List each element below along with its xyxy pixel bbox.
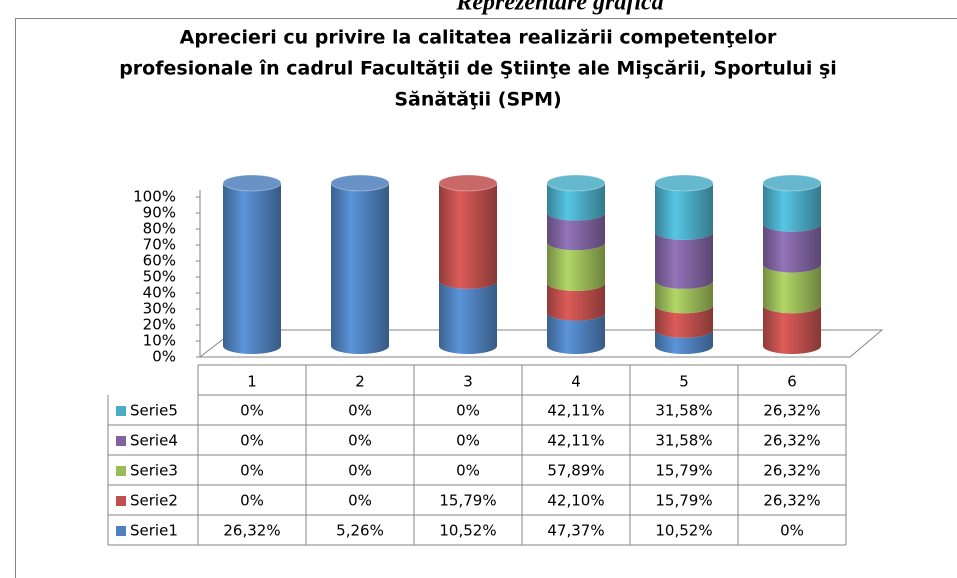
cylinder-top xyxy=(438,174,498,192)
table-value: 31,58% xyxy=(655,402,712,420)
x-tick-label: 6 xyxy=(787,373,797,391)
cylinder-top xyxy=(222,174,282,192)
table-value: 31,58% xyxy=(655,432,712,450)
x-tick-label: 1 xyxy=(247,373,257,391)
legend-swatch xyxy=(116,406,126,416)
table-value: 0% xyxy=(240,402,264,420)
cylinder-top xyxy=(762,174,822,192)
cylinder-top xyxy=(330,174,390,192)
y-tick-label: 20% xyxy=(143,316,176,334)
cylinder-segment xyxy=(547,212,605,251)
table-value: 0% xyxy=(348,402,372,420)
table-value: 15,79% xyxy=(655,462,712,480)
cylinder-top xyxy=(654,174,714,192)
page-caption: Reprezentare grafică xyxy=(455,0,663,16)
cylinder-segment xyxy=(763,305,821,354)
cylinder-segment xyxy=(547,183,605,221)
cylinder-top xyxy=(546,174,606,192)
table-value: 0% xyxy=(240,492,264,510)
y-tick-label: 70% xyxy=(143,236,176,254)
table-value: 26,32% xyxy=(763,432,820,450)
legend-swatch xyxy=(116,436,126,446)
table-value: 26,32% xyxy=(763,462,820,480)
cylinder-segment xyxy=(763,183,821,232)
cylinder-segment xyxy=(331,183,389,354)
legend-label: Serie1 xyxy=(130,522,178,540)
legend-label: Serie5 xyxy=(130,402,178,420)
y-tick-label: 100% xyxy=(133,188,176,206)
cylinder-segment xyxy=(655,280,713,314)
table-value: 42,11% xyxy=(547,432,604,450)
y-tick-label: 90% xyxy=(143,204,176,222)
legend-label: Serie3 xyxy=(130,462,178,480)
legend-swatch xyxy=(116,466,126,476)
table-value: 0% xyxy=(348,492,372,510)
legend-swatch xyxy=(116,496,126,506)
cylinder-segment xyxy=(439,280,497,354)
chart-title: Sănătăţii (SPM) xyxy=(394,89,561,111)
y-tick-label: 30% xyxy=(143,300,176,318)
x-tick-label: 5 xyxy=(679,373,689,391)
y-tick-label: 0% xyxy=(152,348,176,366)
cylinder-segment xyxy=(655,231,713,289)
cylinder-segment xyxy=(439,183,497,289)
table-value: 0% xyxy=(456,402,480,420)
table-value: 26,32% xyxy=(763,492,820,510)
cylinder-segment xyxy=(547,312,605,354)
table-value: 0% xyxy=(348,432,372,450)
table-value: 0% xyxy=(240,462,264,480)
table-value: 26,32% xyxy=(223,522,280,540)
y-tick-label: 50% xyxy=(143,268,176,286)
cylinder-segment xyxy=(547,242,605,292)
cylinder-segment xyxy=(763,223,821,273)
table-value: 15,79% xyxy=(655,492,712,510)
cylinder-segment xyxy=(655,329,713,354)
cylinder-segment xyxy=(655,183,713,240)
x-tick-label: 2 xyxy=(355,373,365,391)
cylinder-segment xyxy=(763,264,821,314)
cylinder-segment xyxy=(655,305,713,338)
table-value: 0% xyxy=(780,522,804,540)
legend-label: Serie2 xyxy=(130,492,178,510)
legend-label: Serie4 xyxy=(130,432,178,450)
table-value: 47,37% xyxy=(547,522,604,540)
table-value: 0% xyxy=(456,462,480,480)
y-tick-label: 80% xyxy=(143,220,176,238)
table-value: 5,26% xyxy=(336,522,384,540)
legend-swatch xyxy=(116,526,126,536)
table-value: 0% xyxy=(240,432,264,450)
table-value: 10,52% xyxy=(655,522,712,540)
cylinder-segment xyxy=(223,183,281,354)
table-value: 42,11% xyxy=(547,402,604,420)
table-value: 0% xyxy=(456,432,480,450)
x-tick-label: 4 xyxy=(571,373,581,391)
y-tick-label: 40% xyxy=(143,284,176,302)
chart-title: profesionale în cadrul Facultăţii de Şti… xyxy=(119,58,837,80)
table-value: 57,89% xyxy=(547,462,604,480)
chart-title: Aprecieri cu privire la calitatea realiz… xyxy=(180,27,777,49)
table-value: 42,10% xyxy=(547,492,604,510)
y-tick-label: 10% xyxy=(143,332,176,350)
table-value: 0% xyxy=(348,462,372,480)
x-tick-label: 3 xyxy=(463,373,473,391)
y-tick-label: 60% xyxy=(143,252,176,270)
table-value: 15,79% xyxy=(439,492,496,510)
table-value: 10,52% xyxy=(439,522,496,540)
table-value: 26,32% xyxy=(763,402,820,420)
cylinder-segment xyxy=(547,283,605,321)
